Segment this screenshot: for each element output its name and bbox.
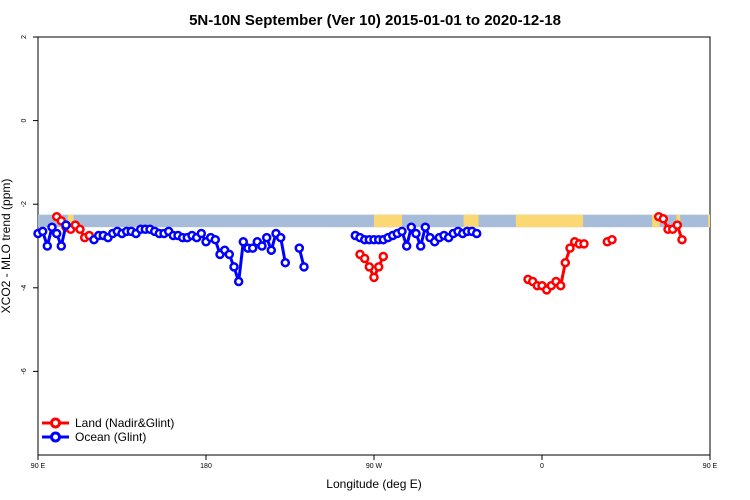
data-point-ocean — [420, 222, 431, 232]
data-point-land — [677, 234, 687, 245]
data-point-ocean — [238, 237, 249, 247]
legend-marker-land — [50, 417, 61, 429]
data-point-ocean — [51, 228, 62, 239]
x-tick-label: 90 E — [31, 463, 46, 470]
legend-label-land: Land (Nadir&Glint) — [75, 416, 174, 430]
map-land-patch — [463, 214, 479, 228]
data-point-land — [359, 253, 370, 264]
data-point-land — [607, 234, 617, 245]
data-point-ocean — [415, 241, 426, 251]
data-point-land — [364, 262, 375, 272]
map-land-patch — [67, 214, 74, 228]
data-point-ocean — [401, 241, 412, 251]
legend: Land (Nadir&Glint) Ocean (Glint) — [42, 416, 174, 444]
data-point-land — [560, 257, 571, 268]
data-point-ocean — [266, 245, 277, 255]
data-point-ocean — [299, 262, 309, 272]
data-point-land — [658, 214, 669, 224]
map-land-patch — [515, 214, 584, 228]
x-axis-label: Longitude (deg E) — [326, 477, 421, 491]
data-point-ocean — [397, 226, 407, 237]
data-point-ocean — [210, 234, 221, 245]
map-land-patch — [708, 214, 710, 228]
x-tick-label: 90 E — [703, 463, 718, 470]
data-point-ocean — [61, 220, 71, 230]
y-axis: 2 0 -2 -4 -6 — [21, 35, 38, 375]
data-point-ocean — [406, 222, 417, 232]
data-point-land — [378, 251, 389, 262]
data-point-ocean — [224, 249, 235, 260]
x-tick-label: 180 — [200, 463, 212, 470]
data-point-ocean — [471, 228, 482, 239]
data-point-land — [579, 239, 589, 249]
data-point-ocean — [275, 232, 286, 243]
map-land-patch — [652, 214, 660, 228]
data-point-ocean — [280, 257, 291, 268]
x-axis: 90 E 180 90 W 0 90 E — [31, 455, 718, 470]
x-tick-label: 0 — [540, 463, 544, 470]
data-point-ocean — [411, 228, 421, 239]
legend-label-ocean: Ocean (Glint) — [75, 430, 146, 444]
data-point-ocean — [257, 241, 267, 251]
data-point-land — [75, 224, 85, 235]
chart-title: 5N-10N September (Ver 10) 2015-01-01 to … — [189, 12, 561, 29]
map-strip — [38, 214, 710, 228]
data-point-ocean — [294, 243, 305, 253]
data-point-land — [672, 220, 683, 230]
data-point-land — [565, 243, 575, 253]
data-point-ocean — [247, 243, 258, 253]
y-tick-label: -4 — [21, 285, 28, 291]
data-point-ocean — [47, 222, 57, 232]
data-point-land — [373, 262, 384, 272]
y-tick-label: 2 — [21, 35, 28, 39]
data-point-ocean — [261, 232, 272, 243]
y-axis-label: XCO2 - MLO trend (ppm) — [0, 179, 13, 314]
map-land-patch — [374, 214, 402, 228]
data-point-ocean — [56, 241, 67, 251]
data-point-ocean — [37, 226, 48, 237]
series-layer — [33, 211, 687, 295]
y-tick-label: -6 — [21, 368, 28, 374]
data-point-ocean — [196, 228, 207, 239]
y-tick-label: 0 — [21, 119, 28, 123]
x-tick-label: 90 W — [366, 463, 383, 470]
data-point-ocean — [42, 241, 53, 251]
data-point-land — [369, 272, 379, 283]
legend-marker-ocean — [50, 431, 61, 443]
data-point-ocean — [229, 262, 239, 272]
data-point-land — [555, 280, 566, 291]
y-tick-label: -2 — [21, 201, 28, 207]
data-point-ocean — [233, 276, 244, 287]
